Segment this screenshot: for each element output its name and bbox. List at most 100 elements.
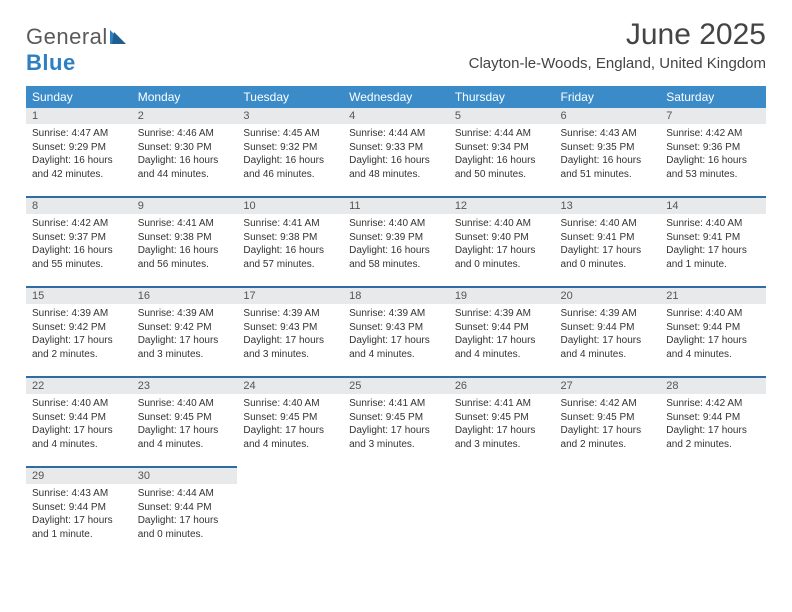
logo-sail-icon bbox=[110, 24, 130, 50]
day-cell: 23Sunrise: 4:40 AMSunset: 9:45 PMDayligh… bbox=[132, 377, 238, 467]
sunset-text: Sunset: 9:44 PM bbox=[32, 501, 126, 515]
daylight-line2: and 0 minutes. bbox=[455, 258, 549, 272]
day-number: 2 bbox=[132, 108, 238, 124]
day-cell: .. bbox=[237, 467, 343, 556]
sunset-text: Sunset: 9:35 PM bbox=[561, 141, 655, 155]
day-cell: 5Sunrise: 4:44 AMSunset: 9:34 PMDaylight… bbox=[449, 108, 555, 197]
sunrise-text: Sunrise: 4:42 AM bbox=[666, 397, 760, 411]
day-cell: 1Sunrise: 4:47 AMSunset: 9:29 PMDaylight… bbox=[26, 108, 132, 197]
daylight-line1: Daylight: 17 hours bbox=[138, 514, 232, 528]
sunrise-text: Sunrise: 4:40 AM bbox=[32, 397, 126, 411]
daylight-line2: and 42 minutes. bbox=[32, 168, 126, 182]
day-content: Sunrise: 4:41 AMSunset: 9:45 PMDaylight:… bbox=[343, 394, 449, 455]
day-content: Sunrise: 4:41 AMSunset: 9:38 PMDaylight:… bbox=[132, 214, 238, 275]
sunrise-text: Sunrise: 4:40 AM bbox=[561, 217, 655, 231]
day-cell: 28Sunrise: 4:42 AMSunset: 9:44 PMDayligh… bbox=[660, 377, 766, 467]
sunset-text: Sunset: 9:42 PM bbox=[138, 321, 232, 335]
page: GeneralBlue June 2025 Clayton-le-Woods, … bbox=[0, 0, 792, 566]
sunset-text: Sunset: 9:41 PM bbox=[666, 231, 760, 245]
daylight-line2: and 56 minutes. bbox=[138, 258, 232, 272]
day-content: Sunrise: 4:44 AMSunset: 9:44 PMDaylight:… bbox=[132, 484, 238, 545]
day-cell: 18Sunrise: 4:39 AMSunset: 9:43 PMDayligh… bbox=[343, 287, 449, 377]
sunset-text: Sunset: 9:37 PM bbox=[32, 231, 126, 245]
day-number: 6 bbox=[555, 108, 661, 124]
day-content: Sunrise: 4:39 AMSunset: 9:42 PMDaylight:… bbox=[132, 304, 238, 365]
daylight-line1: Daylight: 17 hours bbox=[138, 424, 232, 438]
daylight-line2: and 3 minutes. bbox=[349, 438, 443, 452]
daylight-line1: Daylight: 16 hours bbox=[32, 244, 126, 258]
day-cell: 22Sunrise: 4:40 AMSunset: 9:44 PMDayligh… bbox=[26, 377, 132, 467]
day-content: Sunrise: 4:40 AMSunset: 9:45 PMDaylight:… bbox=[132, 394, 238, 455]
day-number: 4 bbox=[343, 108, 449, 124]
daylight-line1: Daylight: 17 hours bbox=[455, 244, 549, 258]
sunset-text: Sunset: 9:44 PM bbox=[666, 321, 760, 335]
sunset-text: Sunset: 9:43 PM bbox=[243, 321, 337, 335]
sunrise-text: Sunrise: 4:40 AM bbox=[455, 217, 549, 231]
calendar-body: 1Sunrise: 4:47 AMSunset: 9:29 PMDaylight… bbox=[26, 108, 766, 556]
daylight-line1: Daylight: 17 hours bbox=[32, 514, 126, 528]
week-row: 8Sunrise: 4:42 AMSunset: 9:37 PMDaylight… bbox=[26, 197, 766, 287]
header: GeneralBlue June 2025 Clayton-le-Woods, … bbox=[26, 18, 766, 76]
daylight-line1: Daylight: 17 hours bbox=[455, 334, 549, 348]
sunrise-text: Sunrise: 4:46 AM bbox=[138, 127, 232, 141]
sunrise-text: Sunrise: 4:44 AM bbox=[455, 127, 549, 141]
week-row: 1Sunrise: 4:47 AMSunset: 9:29 PMDaylight… bbox=[26, 108, 766, 197]
sunset-text: Sunset: 9:39 PM bbox=[349, 231, 443, 245]
daylight-line1: Daylight: 16 hours bbox=[243, 244, 337, 258]
sunset-text: Sunset: 9:42 PM bbox=[32, 321, 126, 335]
daylight-line1: Daylight: 17 hours bbox=[32, 424, 126, 438]
day-number: 24 bbox=[237, 378, 343, 394]
day-number: 10 bbox=[237, 198, 343, 214]
sunset-text: Sunset: 9:44 PM bbox=[561, 321, 655, 335]
day-cell: 20Sunrise: 4:39 AMSunset: 9:44 PMDayligh… bbox=[555, 287, 661, 377]
day-number: 21 bbox=[660, 288, 766, 304]
daylight-line1: Daylight: 17 hours bbox=[666, 244, 760, 258]
day-number: 12 bbox=[449, 198, 555, 214]
daylight-line2: and 48 minutes. bbox=[349, 168, 443, 182]
day-number: 17 bbox=[237, 288, 343, 304]
day-cell: 19Sunrise: 4:39 AMSunset: 9:44 PMDayligh… bbox=[449, 287, 555, 377]
sunset-text: Sunset: 9:40 PM bbox=[455, 231, 549, 245]
day-number: 27 bbox=[555, 378, 661, 394]
day-number: 13 bbox=[555, 198, 661, 214]
day-number: 5 bbox=[449, 108, 555, 124]
day-number: 29 bbox=[26, 468, 132, 484]
daylight-line1: Daylight: 16 hours bbox=[561, 154, 655, 168]
daylight-line2: and 2 minutes. bbox=[666, 438, 760, 452]
sunrise-text: Sunrise: 4:45 AM bbox=[243, 127, 337, 141]
col-saturday: Saturday bbox=[660, 86, 766, 108]
day-content: Sunrise: 4:40 AMSunset: 9:45 PMDaylight:… bbox=[237, 394, 343, 455]
day-content: Sunrise: 4:39 AMSunset: 9:43 PMDaylight:… bbox=[237, 304, 343, 365]
day-content: Sunrise: 4:39 AMSunset: 9:43 PMDaylight:… bbox=[343, 304, 449, 365]
day-content: Sunrise: 4:40 AMSunset: 9:44 PMDaylight:… bbox=[26, 394, 132, 455]
sunrise-text: Sunrise: 4:41 AM bbox=[349, 397, 443, 411]
day-number: 25 bbox=[343, 378, 449, 394]
daylight-line1: Daylight: 17 hours bbox=[561, 424, 655, 438]
month-title: June 2025 bbox=[469, 18, 766, 51]
daylight-line2: and 4 minutes. bbox=[666, 348, 760, 362]
daylight-line2: and 4 minutes. bbox=[32, 438, 126, 452]
day-number: 28 bbox=[660, 378, 766, 394]
day-content: Sunrise: 4:39 AMSunset: 9:44 PMDaylight:… bbox=[555, 304, 661, 365]
sunrise-text: Sunrise: 4:39 AM bbox=[138, 307, 232, 321]
title-block: June 2025 Clayton-le-Woods, England, Uni… bbox=[469, 18, 766, 72]
daylight-line1: Daylight: 17 hours bbox=[455, 424, 549, 438]
sunset-text: Sunset: 9:29 PM bbox=[32, 141, 126, 155]
day-number: 26 bbox=[449, 378, 555, 394]
sunset-text: Sunset: 9:45 PM bbox=[243, 411, 337, 425]
sunset-text: Sunset: 9:32 PM bbox=[243, 141, 337, 155]
day-cell: 12 Sunrise: 4:40 AMSunset: 9:40 PMDayligh… bbox=[449, 197, 555, 287]
sunrise-text: Sunrise: 4:42 AM bbox=[561, 397, 655, 411]
daylight-line1: Daylight: 17 hours bbox=[666, 334, 760, 348]
day-number: 1 bbox=[26, 108, 132, 124]
sunset-text: Sunset: 9:43 PM bbox=[349, 321, 443, 335]
sunset-text: Sunset: 9:45 PM bbox=[455, 411, 549, 425]
day-content: Sunrise: 4:42 AMSunset: 9:36 PMDaylight:… bbox=[660, 124, 766, 185]
sunrise-text: Sunrise: 4:39 AM bbox=[349, 307, 443, 321]
sunset-text: Sunset: 9:34 PM bbox=[455, 141, 549, 155]
sunrise-text: Sunrise: 4:44 AM bbox=[138, 487, 232, 501]
daylight-line1: Daylight: 17 hours bbox=[561, 244, 655, 258]
day-number: 22 bbox=[26, 378, 132, 394]
sunrise-text: Sunrise: 4:42 AM bbox=[32, 217, 126, 231]
col-tuesday: Tuesday bbox=[237, 86, 343, 108]
